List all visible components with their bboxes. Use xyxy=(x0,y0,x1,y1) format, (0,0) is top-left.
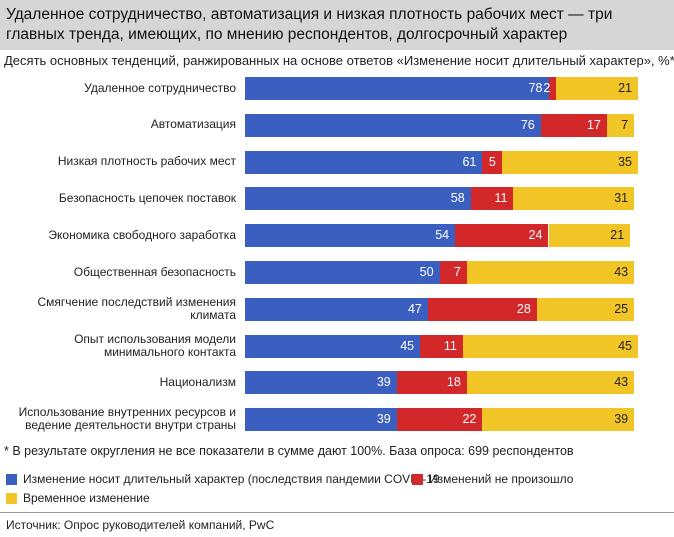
value-label: 45 xyxy=(618,338,632,353)
bar-segment xyxy=(548,77,557,100)
bar-segment xyxy=(245,408,397,432)
chart-title: Удаленное сотрудничество, автоматизация … xyxy=(6,6,613,43)
bar-segment xyxy=(245,187,471,211)
bar-segment xyxy=(396,371,467,395)
value-label: 76 xyxy=(520,117,535,132)
value-label: 50 xyxy=(419,265,434,279)
value-label: 61 xyxy=(462,154,477,169)
bar-segment xyxy=(245,113,541,137)
category-label: Использование внутренних ресурсов и веде… xyxy=(18,405,236,433)
legend-swatch xyxy=(6,474,17,485)
legend-swatch xyxy=(412,474,423,485)
bar-segment xyxy=(420,334,463,358)
value-label: 47 xyxy=(407,301,422,316)
bar-segment xyxy=(245,297,428,321)
value-label: 39 xyxy=(376,375,391,390)
category-label: Безопасность цепочек поставок xyxy=(58,190,236,205)
value-label: 31 xyxy=(614,191,629,206)
bar-segment xyxy=(466,371,635,395)
category-label: Удаленное сотрудничество xyxy=(84,80,236,95)
legend-label: Временное изменение xyxy=(23,491,150,505)
bar-segment xyxy=(396,408,483,432)
value-label: 21 xyxy=(618,81,632,95)
value-label: 5 xyxy=(488,154,496,169)
bar-segment xyxy=(556,77,638,100)
bar-segment xyxy=(245,224,456,248)
bar-segment xyxy=(439,261,467,284)
value-label: 58 xyxy=(450,191,465,206)
bar-segment xyxy=(513,187,635,211)
bar-segment xyxy=(245,77,549,100)
bar-segment xyxy=(548,224,631,248)
value-label: 54 xyxy=(435,228,450,243)
value-label: 11 xyxy=(494,191,508,206)
legend-label: Изменение носит длительный характер (пос… xyxy=(23,472,440,486)
category-label: Автоматизация xyxy=(150,117,236,132)
bar-segment xyxy=(245,371,397,395)
value-label: 11 xyxy=(443,338,457,353)
value-label: 39 xyxy=(614,412,629,427)
bar-segment xyxy=(540,113,607,137)
value-label: 45 xyxy=(400,338,415,353)
value-label: 43 xyxy=(614,375,629,390)
bar-segment xyxy=(427,297,537,321)
bar-segment xyxy=(245,261,440,284)
value-label: 2 xyxy=(543,81,551,95)
bar-segment xyxy=(470,187,514,211)
value-label: 18 xyxy=(446,375,461,390)
value-label: 35 xyxy=(618,154,632,169)
bar-segment xyxy=(606,113,635,137)
divider xyxy=(0,512,674,513)
bar-segment xyxy=(501,150,638,174)
category-label: Общественная безопасность xyxy=(73,264,236,279)
value-label: 17 xyxy=(586,117,601,132)
chart-subtitle: Десять основных тенденций, ранжированных… xyxy=(4,53,674,68)
bar-segment xyxy=(245,334,421,358)
legend-swatch xyxy=(6,493,17,504)
value-label: 7 xyxy=(453,265,461,279)
category-label: Национализм xyxy=(159,374,236,389)
value-label: 25 xyxy=(614,301,629,316)
source: Источник: Опрос руководителей компаний, … xyxy=(6,518,275,532)
category-label: Смягчение последствий изменения климата xyxy=(37,294,236,322)
value-label: 39 xyxy=(376,412,391,427)
bar-segment xyxy=(482,150,502,174)
bar-segment xyxy=(245,150,483,174)
value-label: 7 xyxy=(621,117,629,132)
bar-segment xyxy=(455,224,549,248)
value-label: 28 xyxy=(516,301,531,316)
category-label: Низкая плотность рабочих мест xyxy=(57,154,236,169)
value-label: 22 xyxy=(462,412,477,427)
value-label: 43 xyxy=(614,265,629,279)
legend-label: Изменений не произошло xyxy=(429,472,574,486)
title-background xyxy=(0,0,674,50)
footnote: * В результате округления не все показат… xyxy=(4,444,574,458)
category-label: Опыт использования модели минимального к… xyxy=(74,331,236,359)
bar-segment xyxy=(466,261,635,284)
category-label: Экономика свободного заработка xyxy=(48,227,236,242)
bar-segment xyxy=(462,334,638,358)
bar-segment xyxy=(536,297,635,321)
value-label: 24 xyxy=(528,228,543,243)
bar-segment xyxy=(482,408,635,432)
value-label: 21 xyxy=(610,228,625,243)
value-label: 78 xyxy=(528,81,543,95)
